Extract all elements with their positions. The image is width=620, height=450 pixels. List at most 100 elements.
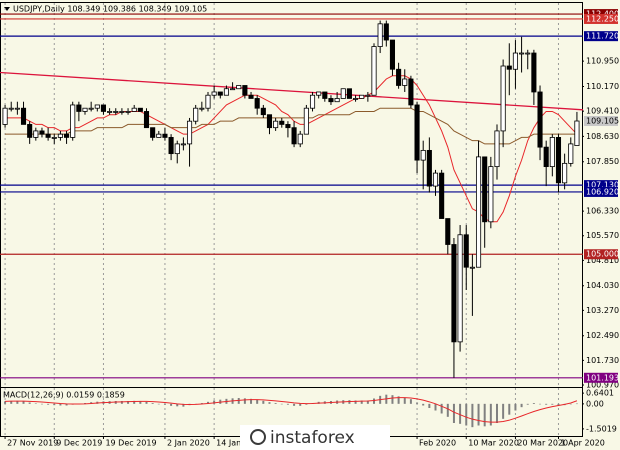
candle-body [322,91,328,99]
y-tick-label: 110.170 [586,82,619,91]
candle-body [408,78,414,106]
candle-body [193,107,199,122]
macd-bar [250,398,253,404]
macd-bar [213,400,216,404]
macd-bar [409,399,412,404]
candle-body [512,52,518,70]
candle-body [506,65,512,70]
candle-body [389,39,396,70]
candle-body [432,172,439,187]
y-tick-label: 106.330 [586,207,619,216]
level-label-bg [584,249,618,260]
candle-body [242,85,248,96]
candle-body [371,46,377,96]
macd-bar [446,403,449,417]
macd-bar [256,399,259,404]
macd-bar [434,403,437,411]
candle-body [2,107,8,125]
macd-bar [489,403,492,426]
candle-body [303,107,309,135]
candle-body [279,120,285,125]
macd-bar [391,395,394,404]
x-tick-label: 1 Apr 2020 [560,439,604,448]
candle-body [76,104,82,112]
candle-body [223,88,229,96]
macd-bar [532,403,535,404]
y-tick-label: 109.410 [586,107,619,116]
candle-body [39,130,45,135]
macd-bar [495,403,498,423]
candle-body [45,133,51,138]
candle-body [309,94,316,109]
macd-bar [452,403,455,423]
macd-bar [59,403,62,406]
x-tick-label: 9 Dec 2019 [56,439,102,448]
candle-body [328,98,334,103]
macd-bar [545,403,548,405]
macd-bar [483,403,486,427]
candle-body [383,23,389,41]
macd-bar [200,403,203,404]
macd-bar [539,403,542,405]
candle-body [8,107,14,110]
macd-bar [514,403,517,411]
macd-bar [206,401,209,404]
candle-body [346,88,352,99]
price-label: 109.105 [586,117,619,126]
macd-bar [520,403,523,408]
macd-bar [366,400,369,404]
candle-body [162,133,168,138]
macd-bar [10,401,13,404]
macd-bar [526,403,529,405]
candle-body [119,111,125,113]
x-tick-label: Feb 2020 [419,439,456,448]
candle-body [562,162,568,184]
macd-bar [403,397,406,404]
macd-bar [170,403,173,406]
macd-bar [575,403,578,405]
level-label: 106.920 [586,187,619,196]
x-tick-label: 10 Mar 2020 [468,439,519,448]
candle-body [396,68,402,86]
macd-bar [262,400,265,404]
level-label-bg [584,13,618,24]
y-tick-label: 104.810 [586,256,619,265]
candle-body [88,107,94,110]
macd-bar [133,400,136,404]
macd-bar [422,403,425,406]
macd-bar [569,403,572,405]
candle-body [568,143,574,164]
candle-body [82,107,88,112]
macd-bar [459,403,462,424]
y-tick-label: 101.730 [586,356,619,365]
candle-body [33,130,39,138]
candle-body [150,127,156,138]
candle-body [414,104,420,161]
macd-tick-label: 0.00 [586,399,604,408]
candle-body [555,137,562,184]
candle-body [100,104,107,112]
macd-bar [354,400,357,404]
candle-body [273,120,279,129]
level-label-bg [584,372,618,383]
candle-body [482,156,488,223]
macd-bar [237,398,240,404]
macd-bar [299,403,302,406]
candle-body [353,98,359,100]
x-tick-label: 20 Mar 2020 [517,439,568,448]
macd-bar [557,403,560,406]
candle-body [143,111,150,129]
overlay-line [5,107,577,145]
candle-body [316,91,322,96]
macd-bar [28,402,31,404]
macd-bar [471,403,474,428]
macd-bar [145,401,148,404]
macd-bar [16,400,19,404]
macd-bar [176,403,179,407]
macd-bar [502,403,505,419]
level-label: 101.193 [586,373,619,382]
candle-body [519,52,525,55]
candle-body [359,94,365,99]
